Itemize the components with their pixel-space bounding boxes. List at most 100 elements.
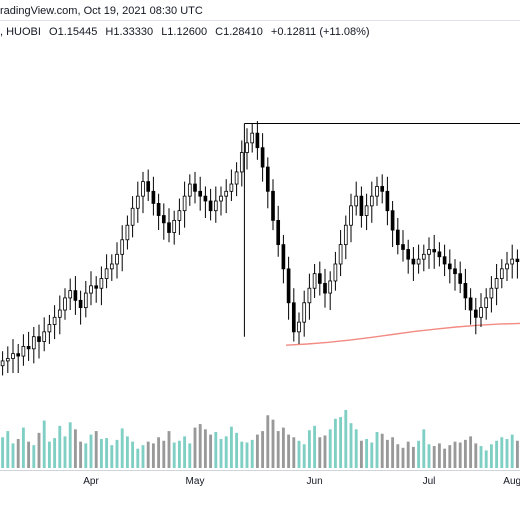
volume-bar [250,439,254,468]
volume-bar [443,448,447,468]
volume-bar [131,441,135,468]
volume-bar [6,431,10,468]
volume-bar [266,415,270,468]
candle-body [37,336,41,342]
volume-bar [151,443,155,468]
candle-body [11,353,15,359]
volume-bar [94,431,98,468]
exchange-label: , HUOBI [0,26,41,38]
candle-body [479,307,483,318]
open-value: O1.15445 [49,26,98,38]
volume-bar [162,440,166,468]
candle-body [234,171,239,185]
volume-bar [401,447,405,468]
candle-body [427,249,431,255]
candle-body [369,195,374,207]
volume-bar [427,444,431,468]
volume-bar [115,439,119,468]
candle-body [359,195,364,216]
x-axis-line [0,470,520,471]
source-timestamp: radingView.com, Oct 19, 2021 08:30 UTC [0,5,203,17]
candle-body [26,345,31,350]
candle-body [21,345,26,357]
candle-body [453,268,457,275]
volume-bar [120,428,124,468]
volume-bar [224,436,228,468]
volume-bar [354,429,358,468]
volume-bar [42,420,46,468]
high-value: H1.33330 [105,26,154,38]
candle-body [141,181,145,197]
volume-bar [73,429,77,468]
candle-body [265,166,270,192]
volume-bar [110,445,114,468]
candle-body [271,190,275,221]
candle-body [250,132,255,144]
candle-body [463,282,468,299]
candle-body [182,195,187,212]
candle-body [468,297,473,311]
volume-bar [453,441,457,468]
candle-body [57,309,62,318]
candle-body [177,210,182,221]
candle-body [510,258,515,265]
volume-bar [292,437,296,468]
volume-bar [349,423,353,468]
volume-bar [365,439,369,468]
volume-bar [229,426,233,468]
candle-body [281,244,286,270]
candle-body [437,251,442,258]
candle-body [416,258,421,265]
candle-body [89,285,93,294]
candle-body [229,183,234,192]
volume-bar [474,443,478,468]
volume-bar [193,427,197,468]
candle-body [375,186,379,197]
volume-bar [235,432,239,468]
volume-bar [16,439,20,468]
candle-body [120,239,125,255]
volume-bar [448,445,452,468]
candle-body [31,336,36,350]
volume-bar [328,429,332,468]
volume-bar [21,427,25,468]
candle-body [260,147,265,168]
ohlc-readout: , HUOBI O1.15445 H1.33330 L1.12600 C1.28… [0,26,375,38]
low-value: L1.12600 [161,26,208,38]
volume-bar [370,442,374,468]
candle-body [380,186,385,192]
candle-body [505,263,509,270]
volume-bar [1,437,5,468]
volume-bar [396,444,400,468]
candle-body [333,263,338,282]
change-value: +0.12811 (+11.08%) [270,26,370,38]
candle-body [115,253,119,265]
candle-body [47,324,52,333]
candle-body [432,249,437,253]
candle-body [312,273,317,289]
volume-bar [505,439,509,468]
volume-bar [302,444,306,468]
volume-bar [209,434,213,468]
candle-body [494,278,499,289]
candle-body [73,290,78,301]
volume-bar [167,431,171,468]
candle-body [63,297,67,311]
volume-bar [177,440,181,468]
volume-bar [495,440,499,468]
close-value: C1.28410 [215,26,263,38]
volume-bar [422,429,426,468]
candle-body [203,195,208,202]
candle-body [161,215,166,224]
volume-bar [188,443,192,468]
volume-bar [125,436,129,468]
candle-body [307,287,312,304]
candle-body [401,244,405,250]
volume-bar [391,437,395,468]
volume-bar [245,442,249,468]
volume-bar [385,439,389,468]
x-tick-label: Apr [83,476,99,487]
volume-bar [489,444,493,468]
volume-bar [84,443,88,468]
